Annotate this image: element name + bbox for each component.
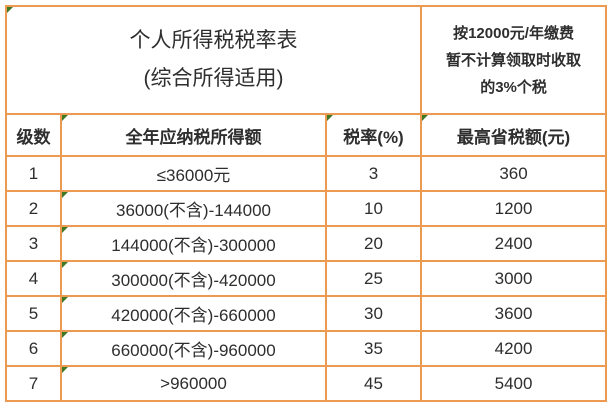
rate-cell: 45 <box>324 365 423 402</box>
max-saving-cell: 1200 <box>420 190 608 227</box>
income-tax-rate-table: 个人所得税税率表 (综合所得适用) 按12000元/年缴费 暂不计算领取时收取 … <box>4 5 608 402</box>
table-row: 6 660000(不含)-960000 35 4200 <box>5 330 608 367</box>
column-header-max-saving: 最高省税额(元) <box>420 113 608 157</box>
max-saving-cell: 4200 <box>420 330 608 367</box>
table-title-cell: 个人所得税税率表 (综合所得适用) <box>4 5 423 115</box>
level-cell: 6 <box>5 330 62 367</box>
table-row: 7 >960000 45 5400 <box>5 365 608 402</box>
max-saving-cell: 360 <box>420 155 608 192</box>
table-row: 5 420000(不含)-660000 30 3600 <box>5 295 608 332</box>
note-line-2: 暂不计算领取时收取 <box>446 51 582 69</box>
rate-cell: 30 <box>324 295 423 332</box>
max-saving-cell: 2400 <box>420 225 608 262</box>
level-cell: 1 <box>5 155 62 192</box>
cell-flag-icon <box>63 298 68 303</box>
cell-flag-icon <box>8 8 13 13</box>
column-header-income: 全年应纳税所得额 <box>60 113 327 157</box>
cell-flag-icon <box>423 116 429 121</box>
cell-flag-icon <box>328 116 333 121</box>
income-cell: 660000(不含)-960000 <box>60 330 327 367</box>
note-line-3: 的3%个税 <box>480 78 547 96</box>
rate-cell: 10 <box>324 190 423 227</box>
income-cell: 144000(不含)-300000 <box>60 225 327 262</box>
table-row: 3 144000(不含)-300000 20 2400 <box>5 225 608 262</box>
rate-cell: 25 <box>324 260 423 297</box>
rate-cell: 35 <box>324 330 423 367</box>
table-row: 2 36000(不含)-144000 10 1200 <box>5 190 608 227</box>
max-saving-cell: 5400 <box>420 365 608 402</box>
cell-flag-icon <box>63 116 68 121</box>
table-row: 4 300000(不含)-420000 25 3000 <box>5 260 608 297</box>
note-line-1: 按12000元/年缴费 <box>453 24 574 42</box>
max-saving-cell: 3600 <box>420 295 608 332</box>
level-cell: 2 <box>5 190 62 227</box>
income-cell: 36000(不含)-144000 <box>60 190 327 227</box>
rate-cell: 3 <box>324 155 423 192</box>
level-cell: 4 <box>5 260 62 297</box>
column-header-level: 级数 <box>5 113 62 157</box>
level-cell: 7 <box>5 365 62 402</box>
level-cell: 3 <box>5 225 62 262</box>
table-note-cell: 按12000元/年缴费 暂不计算领取时收取 的3%个税 <box>420 5 608 115</box>
level-cell: 5 <box>5 295 62 332</box>
income-cell: >960000 <box>60 365 327 402</box>
income-cell: 420000(不含)-660000 <box>60 295 327 332</box>
table-title-row: 个人所得税税率表 (综合所得适用) 按12000元/年缴费 暂不计算领取时收取 … <box>4 5 608 115</box>
cell-flag-icon <box>63 263 68 268</box>
rate-cell: 20 <box>324 225 423 262</box>
income-cell: 300000(不含)-420000 <box>60 260 327 297</box>
cell-flag-icon <box>63 193 68 198</box>
table-row: 1 ≤36000元 3 360 <box>5 155 608 192</box>
column-header-rate: 税率(%) <box>324 113 423 157</box>
cell-flag-icon <box>63 228 68 233</box>
table-title: 个人所得税税率表 <box>129 29 298 52</box>
income-cell: ≤36000元 <box>60 155 327 192</box>
max-saving-cell: 3000 <box>420 260 608 297</box>
cell-flag-icon <box>63 333 68 338</box>
column-header-row: 级数 全年应纳税所得额 税率(%) 最高省税额(元) <box>5 113 608 157</box>
table-subtitle: (综合所得适用) <box>143 67 284 90</box>
cell-flag-icon <box>63 368 68 373</box>
